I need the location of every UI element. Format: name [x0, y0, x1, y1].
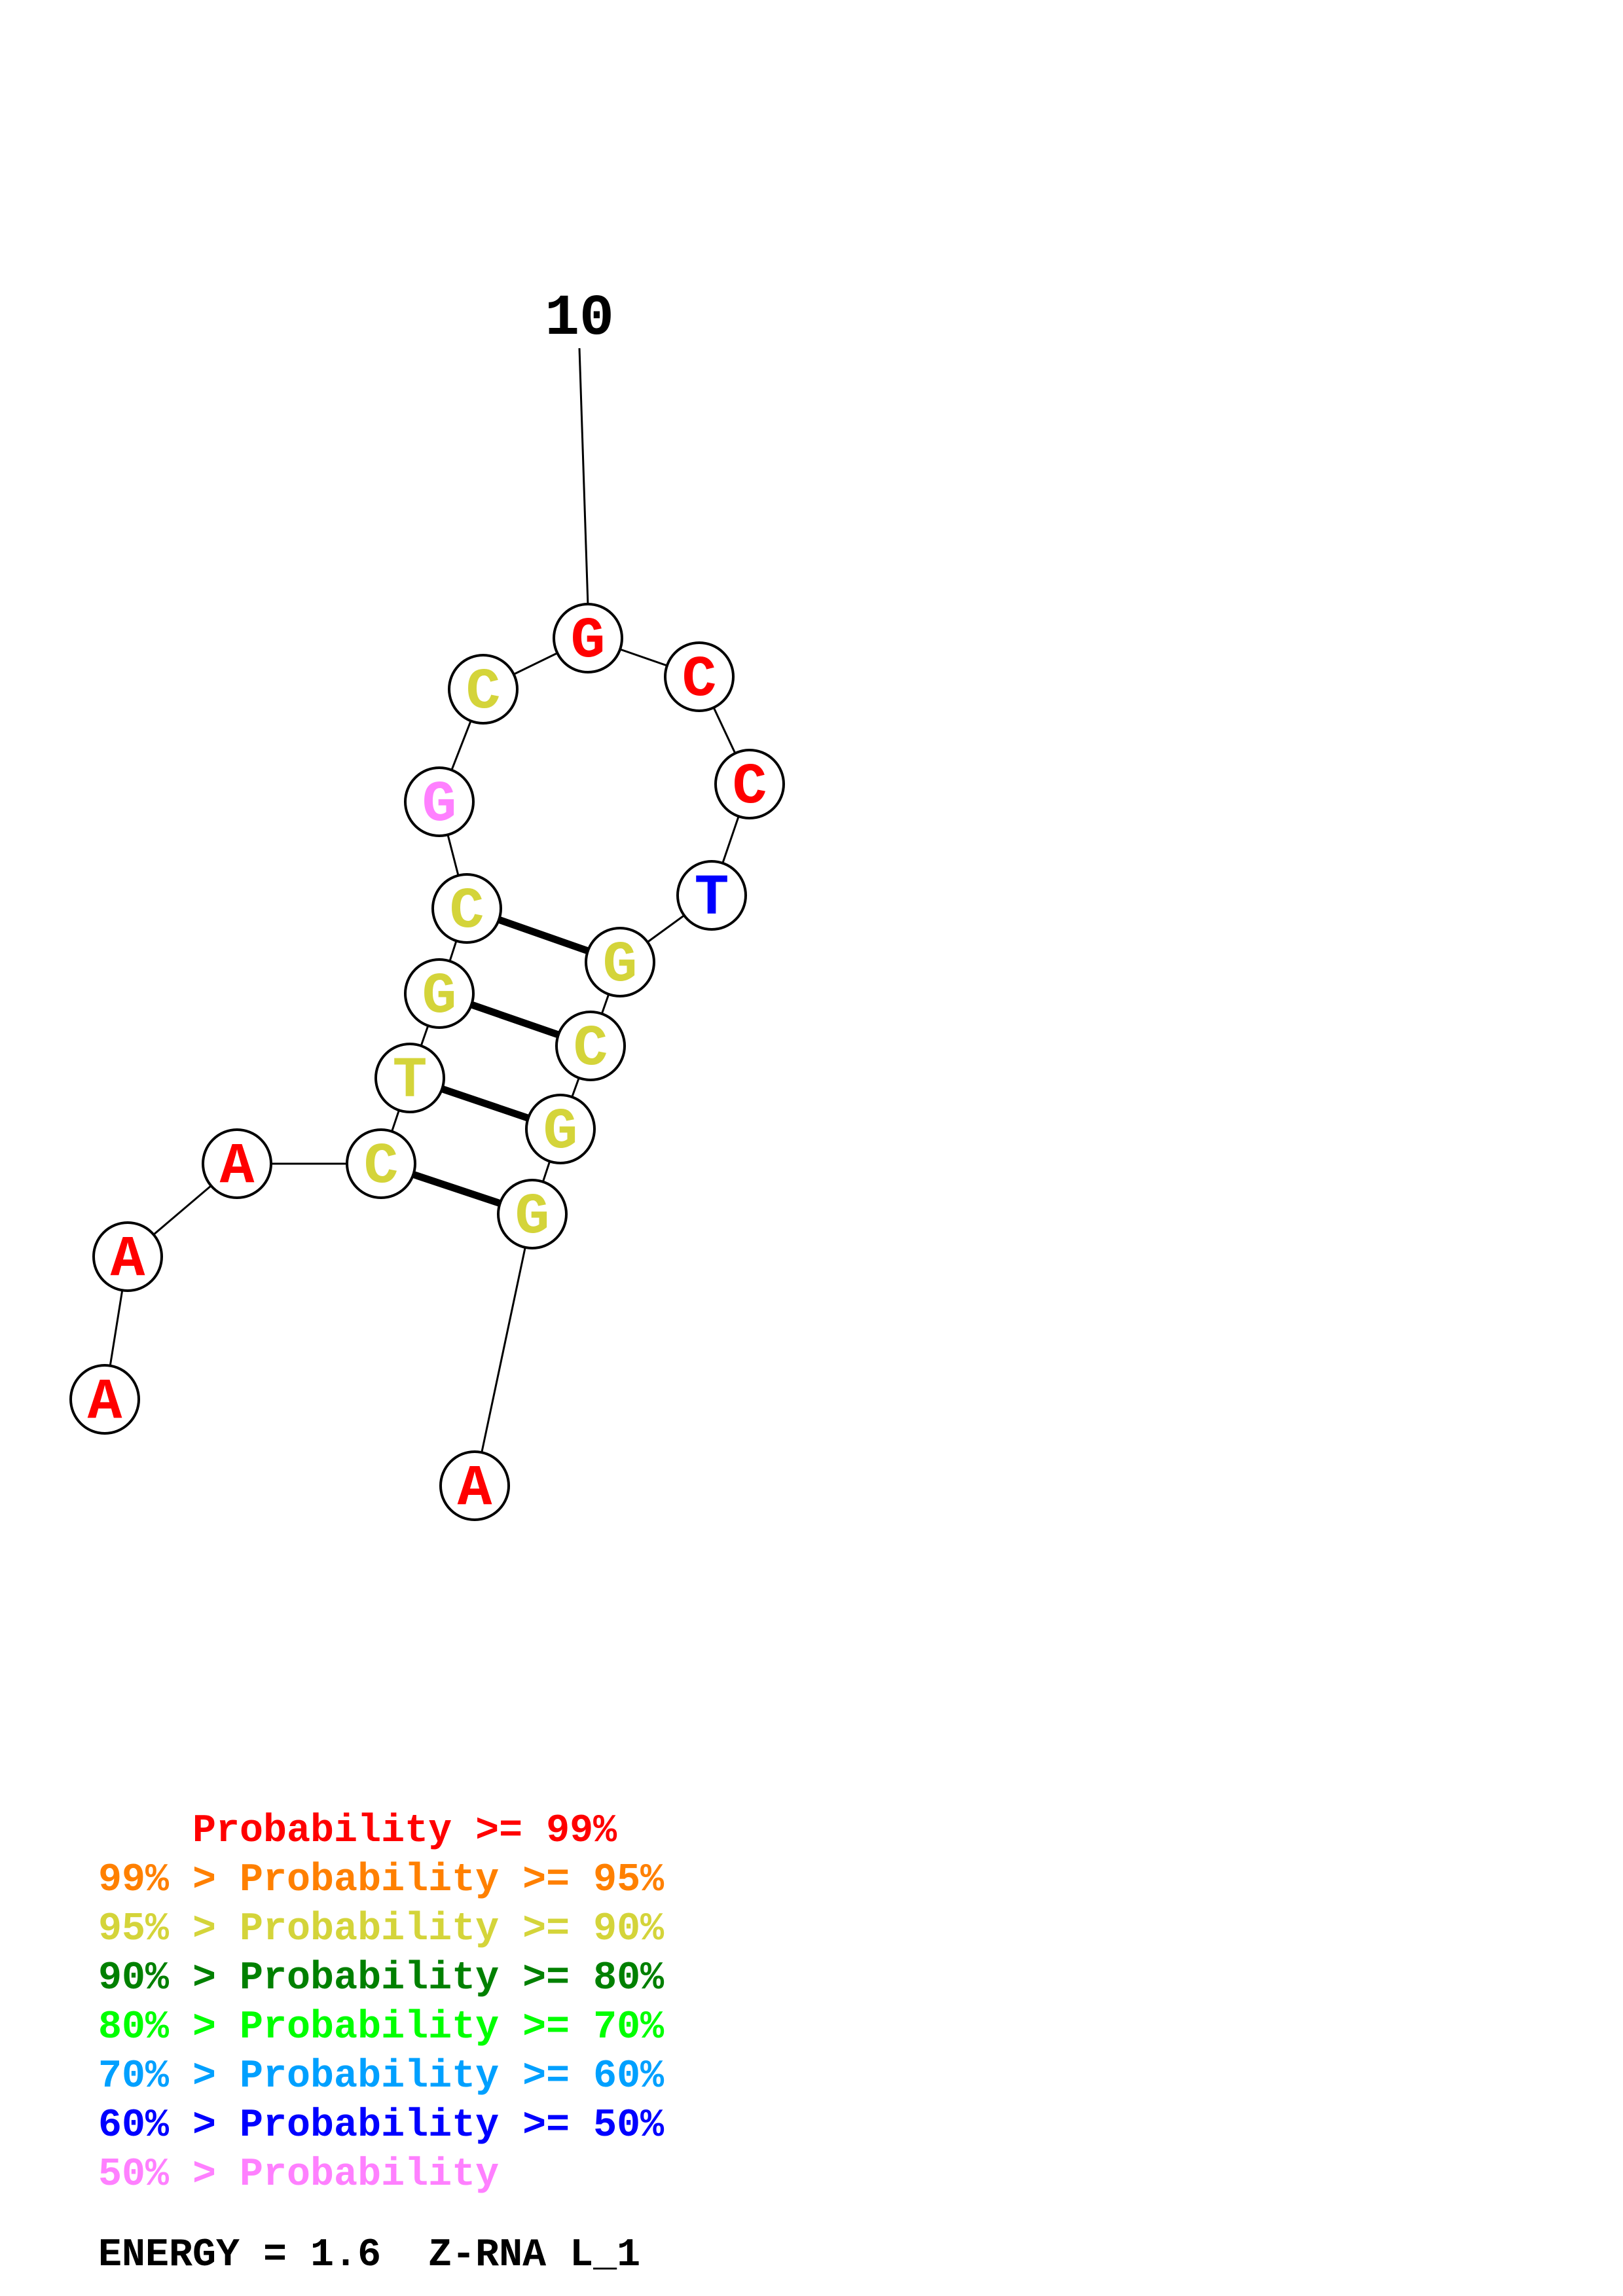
- legend-entry: 95% > Probability >= 90%: [98, 1907, 665, 1952]
- nucleotide-14: G: [585, 927, 655, 998]
- nucleotide-17: G: [497, 1179, 568, 1250]
- nucleotide-letter: T: [393, 1049, 428, 1114]
- legend-entry: 60% > Probability >= 50%: [98, 2104, 665, 2148]
- nucleotide-3: A: [202, 1128, 272, 1200]
- nucleotide-8: G: [404, 766, 475, 838]
- nucleotide-letter: C: [733, 755, 767, 820]
- nucleotide-circle: [664, 641, 735, 712]
- nucleotide-13: T: [676, 860, 747, 931]
- nucleotide-16: G: [525, 1094, 596, 1165]
- nucleotide-letter: G: [603, 933, 638, 998]
- nucleotide-circle: [497, 1179, 568, 1249]
- nucleotide-letter: A: [88, 1371, 122, 1435]
- position-label-10: 10: [545, 287, 614, 351]
- nucleotide-circle: [439, 1450, 510, 1521]
- legend-entry: 90% > Probability >= 80%: [98, 1956, 665, 2001]
- position-label-tick: [578, 348, 589, 606]
- nucleotide-circle: [585, 927, 655, 997]
- nucleotide-letter: G: [543, 1100, 578, 1165]
- nucleotide-6: G: [404, 958, 475, 1030]
- nucleotide-letter: C: [574, 1017, 608, 1082]
- nucleotide-letter: G: [571, 609, 606, 674]
- nucleotide-circle: [404, 766, 475, 837]
- nucleotide-circle: [525, 1094, 596, 1164]
- nucleotide-letter: G: [422, 773, 457, 838]
- nucleotide-letter: C: [466, 660, 501, 725]
- nucleotide-letter: T: [695, 867, 729, 931]
- nucleotide-circle: [431, 873, 502, 944]
- legend-entry: 50% > Probability: [98, 2153, 500, 2197]
- nucleotide-circle: [555, 1011, 626, 1081]
- nucleotide-letter: C: [364, 1135, 399, 1200]
- nucleotide-15: C: [555, 1011, 626, 1082]
- legend-entry: 99% > Probability >= 95%: [98, 1858, 665, 1903]
- nucleotide-letter: C: [450, 880, 484, 944]
- nucleotide-letter: A: [458, 1457, 492, 1522]
- nucleotide-circle: [92, 1221, 163, 1292]
- nucleotide-circle: [714, 749, 785, 819]
- legend-entry: 70% > Probability >= 60%: [98, 2054, 665, 2099]
- nucleotide-10: G: [553, 603, 623, 674]
- nucleotide-circle: [404, 958, 475, 1029]
- nucleotide-4: C: [346, 1128, 416, 1200]
- nucleotide-letter: G: [422, 965, 457, 1030]
- nucleotide-circle: [69, 1364, 140, 1435]
- nucleotide-18: A: [439, 1450, 510, 1522]
- nucleotide-12: C: [714, 749, 785, 820]
- nucleotide-letter: A: [220, 1135, 255, 1200]
- nucleotide-letter: C: [682, 648, 717, 713]
- nucleotide-11: C: [664, 641, 735, 713]
- nucleotide-circle: [346, 1128, 416, 1199]
- nucleotide-circle: [202, 1128, 272, 1199]
- nucleotide-letter: A: [111, 1228, 145, 1293]
- nucleotide-9: C: [448, 654, 519, 725]
- legend-entry: 80% > Probability >= 70%: [98, 2005, 665, 2050]
- nucleotide-letter: G: [515, 1185, 550, 1250]
- nucleotide-7: C: [431, 873, 502, 944]
- nucleotide-circle: [676, 860, 747, 931]
- nucleotide-1: A: [69, 1364, 140, 1435]
- energy-label: ENERGY = 1.6 Z-RNA L_1: [98, 2233, 641, 2278]
- nucleotide-2: A: [92, 1221, 163, 1293]
- nucleotide-5: T: [374, 1043, 445, 1114]
- nucleotide-circle: [374, 1043, 445, 1113]
- backbone-segment: [473, 1213, 534, 1486]
- nucleotide-circle: [448, 654, 519, 725]
- legend-entry: Probability >= 99%: [98, 1809, 617, 1854]
